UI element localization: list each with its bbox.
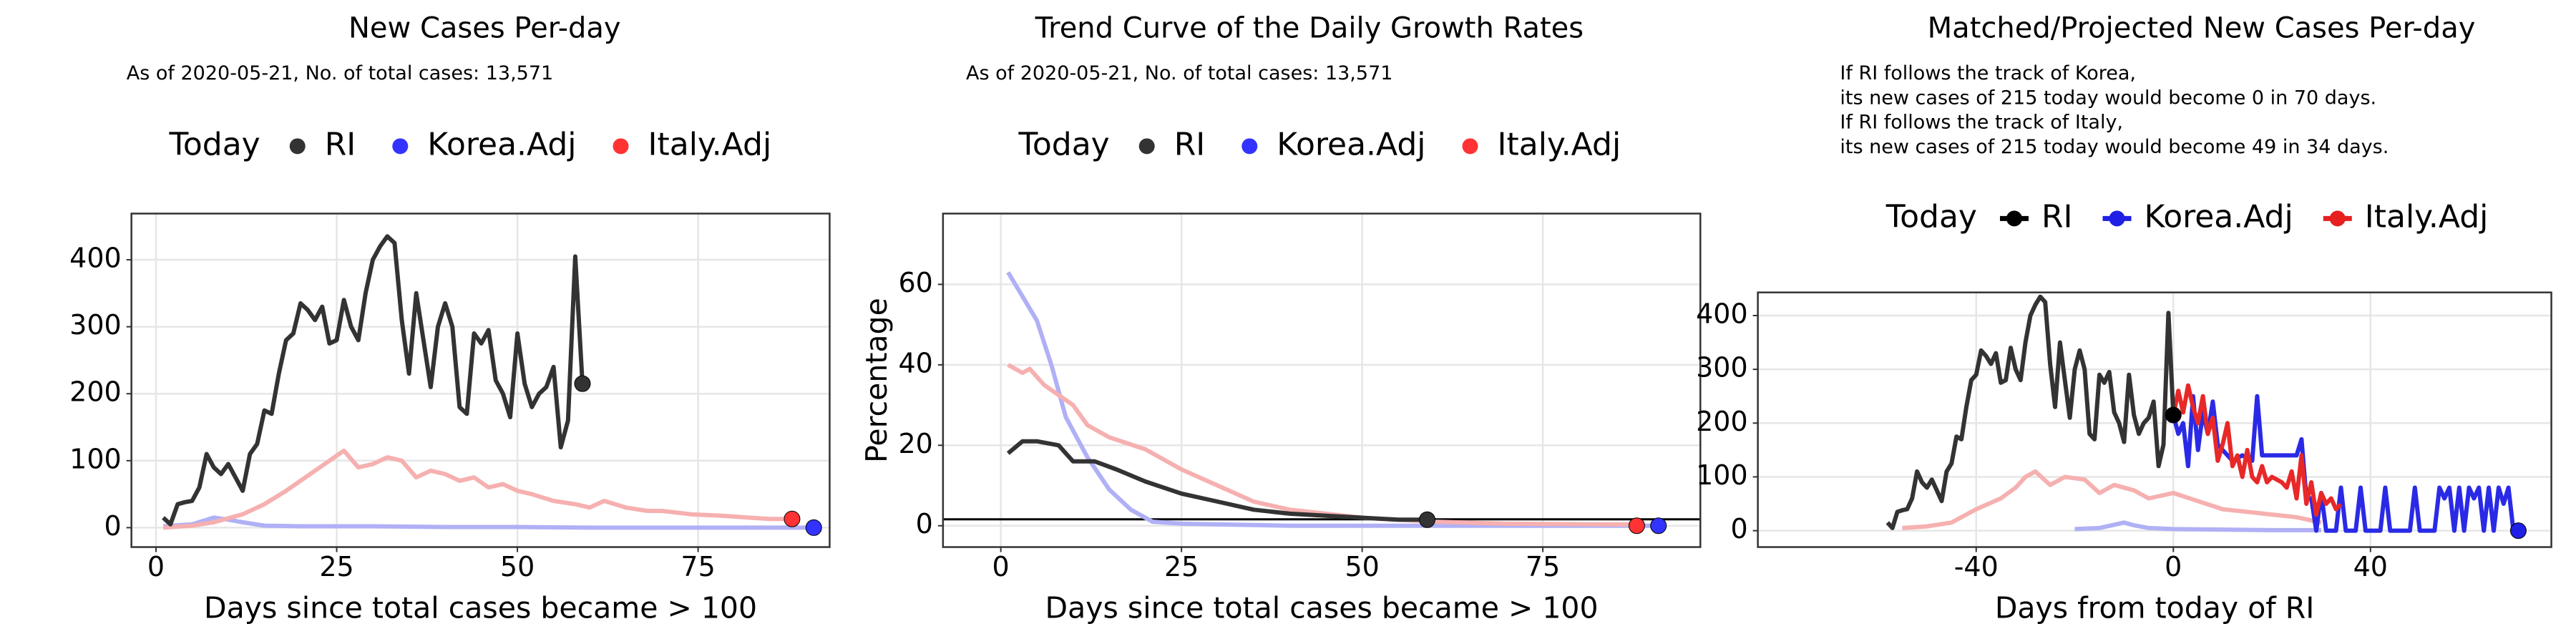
legend-label: RI: [325, 126, 356, 162]
projection-line: [2171, 383, 2343, 517]
panel-border: [130, 213, 831, 548]
chart-title: Trend Curve of the Daily Growth Rates: [1035, 11, 1584, 44]
subtitle: If RI follows the track of Italy,: [1840, 112, 2123, 134]
y-tick-label: 0: [1730, 513, 1747, 545]
x-tick-label: 0: [2165, 551, 2182, 582]
legend-label: Korea.Adj: [1277, 126, 1425, 162]
x-tick-label: 75: [680, 551, 715, 582]
today-point: [805, 519, 822, 536]
panel-border: [1757, 291, 2552, 548]
subtitle: As of 2020-05-21, No. of total cases: 13…: [127, 62, 553, 84]
legend-key: [289, 138, 306, 155]
x-axis-title: Days since total cases became > 100: [204, 591, 757, 625]
y-tick-label: 20: [898, 428, 932, 459]
x-tick-label: 75: [1526, 551, 1560, 582]
x-tick-label: 50: [500, 551, 535, 582]
legend-label: Italy.Adj: [2365, 198, 2489, 235]
legend-title: Today: [1885, 198, 1977, 235]
x-tick-label: 0: [992, 551, 1010, 582]
y-tick-label: 60: [898, 267, 932, 298]
x-axis-title: Days since total cases became > 100: [1045, 591, 1599, 625]
today-point: [1628, 517, 1645, 535]
y-tick-label: 300: [1696, 352, 1748, 384]
y-tick-label: 400: [69, 243, 122, 274]
panel-border: [942, 213, 1702, 548]
legend-label: Korea.Adj: [2145, 198, 2293, 235]
y-tick-label: 100: [69, 443, 122, 474]
series-line: [162, 448, 792, 530]
y-tick-label: 0: [916, 508, 933, 540]
subtitle: If RI follows the track of Korea,: [1840, 62, 2136, 84]
legend-key: [1138, 138, 1155, 155]
series-line: [1902, 469, 2322, 530]
series-line: [1006, 271, 1659, 528]
y-tick-label: 400: [1696, 298, 1748, 329]
y-tick-label: 200: [1696, 406, 1748, 437]
x-tick-label: 50: [1345, 551, 1379, 582]
legend-key: [2109, 210, 2125, 227]
y-tick-label: 200: [69, 376, 122, 408]
today-point: [1419, 511, 1436, 528]
legend-label: RI: [1174, 126, 1206, 162]
legend-label: Italy.Adj: [1498, 126, 1621, 162]
y-tick-label: 300: [69, 309, 122, 341]
x-tick-label: 25: [319, 551, 353, 582]
chart-title: New Cases Per-day: [348, 11, 621, 44]
series-line: [1006, 439, 1428, 522]
subtitle: its new cases of 215 today would become …: [1840, 87, 2376, 109]
series-line: [162, 234, 585, 527]
x-tick-label: 40: [2353, 551, 2388, 582]
x-tick-label: -40: [1954, 551, 1999, 582]
y-tick-label: 100: [1696, 459, 1748, 491]
today-point: [2509, 522, 2527, 540]
subtitle: its new cases of 215 today would become …: [1840, 136, 2389, 158]
chart-title: Matched/Projected New Cases Per-day: [1928, 11, 2476, 44]
series-line: [2074, 520, 2321, 532]
series-line: [162, 515, 814, 530]
today-point: [784, 510, 801, 527]
panel: [942, 213, 1701, 547]
y-axis-title: Percentage: [859, 298, 894, 463]
subtitle: As of 2020-05-21, No. of total cases: 13…: [966, 62, 1392, 84]
legend-key: [1462, 138, 1478, 155]
y-tick-label: 40: [898, 347, 932, 379]
legend-key: [2006, 210, 2022, 227]
today-point: [574, 375, 591, 392]
y-tick-label: 0: [104, 510, 121, 542]
x-axis-title: Days from today of RI: [1995, 591, 2315, 625]
legend-key: [392, 138, 409, 155]
x-tick-label: 25: [1164, 551, 1199, 582]
legend-label: Italy.Adj: [648, 126, 772, 162]
legend-title: Today: [168, 126, 260, 162]
legend-key: [1241, 138, 1258, 155]
legend-key: [613, 138, 629, 155]
series-line: [1885, 294, 2176, 530]
x-tick-label: 0: [147, 551, 165, 582]
legend-label: RI: [2041, 198, 2073, 235]
legend-title: Today: [1018, 126, 1109, 162]
legend-label: Korea.Adj: [427, 126, 576, 162]
today-point: [2165, 406, 2182, 424]
today-point: [1650, 517, 1667, 535]
legend-key: [2329, 210, 2346, 227]
panel: [131, 213, 830, 547]
